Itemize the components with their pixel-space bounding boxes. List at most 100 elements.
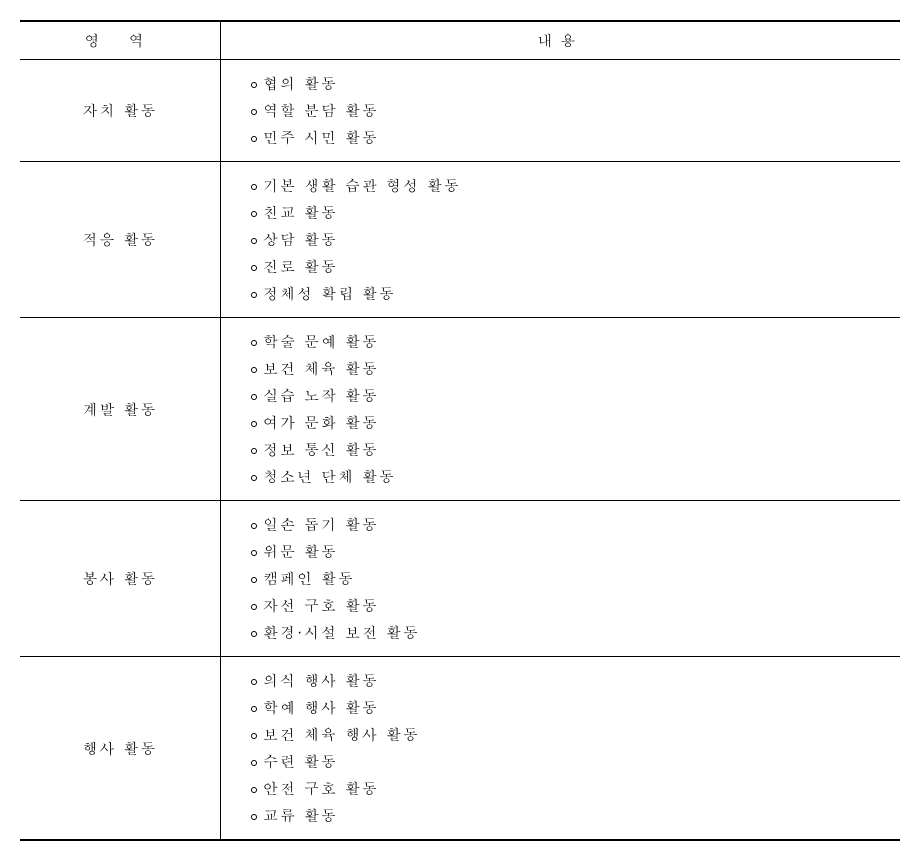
item-list: 일손 돕기 활동위문 활동캠페인 활동자선 구호 활동환경·시설 보전 활동 — [251, 511, 900, 646]
list-item: 일손 돕기 활동 — [251, 511, 900, 538]
bullet-icon — [251, 238, 257, 244]
item-list: 협의 활동역할 분담 활동민주 시민 활동 — [251, 70, 900, 151]
list-item: 의식 행사 활동 — [251, 667, 900, 694]
list-item-label: 협의 활동 — [263, 73, 338, 94]
table-row: 적응 활동기본 생활 습관 형성 활동친교 활동상담 활동진로 활동정체성 확립… — [20, 162, 900, 318]
list-item: 정체성 확립 활동 — [251, 280, 900, 307]
bullet-icon — [251, 631, 257, 637]
list-item-label: 청소년 단체 활동 — [263, 466, 396, 487]
list-item-label: 정보 통신 활동 — [263, 439, 379, 460]
list-item-label: 학술 문예 활동 — [263, 331, 379, 352]
bullet-icon — [251, 604, 257, 610]
area-cell: 적응 활동 — [20, 162, 221, 318]
item-list: 학술 문예 활동보건 체육 활동실습 노작 활동여가 문화 활동정보 통신 활동… — [251, 328, 900, 490]
list-item-label: 위문 활동 — [263, 541, 338, 562]
bullet-icon — [251, 448, 257, 454]
bullet-icon — [251, 523, 257, 529]
area-cell: 봉사 활동 — [20, 501, 221, 657]
bullet-icon — [251, 814, 257, 820]
area-cell: 자치 활동 — [20, 60, 221, 162]
list-item-label: 보건 체육 행사 활동 — [263, 724, 420, 745]
bullet-icon — [251, 367, 257, 373]
list-item-label: 자선 구호 활동 — [263, 595, 379, 616]
list-item: 친교 활동 — [251, 199, 900, 226]
list-item-label: 여가 문화 활동 — [263, 412, 379, 433]
bullet-icon — [251, 292, 257, 298]
list-item-label: 캠페인 활동 — [263, 568, 355, 589]
activity-table: 영 역 내용 자치 활동협의 활동역할 분담 활동민주 시민 활동적응 활동기본… — [20, 20, 900, 841]
header-content: 내용 — [221, 21, 901, 60]
table-row: 계발 활동학술 문예 활동보건 체육 활동실습 노작 활동여가 문화 활동정보 … — [20, 318, 900, 501]
list-item-label: 수련 활동 — [263, 751, 338, 772]
list-item-label: 학예 행사 활동 — [263, 697, 379, 718]
area-cell: 계발 활동 — [20, 318, 221, 501]
table-row: 행사 활동의식 행사 활동학예 행사 활동보건 체육 행사 활동수련 활동안전 … — [20, 657, 900, 841]
list-item: 진로 활동 — [251, 253, 900, 280]
list-item: 보건 체육 활동 — [251, 355, 900, 382]
content-cell: 기본 생활 습관 형성 활동친교 활동상담 활동진로 활동정체성 확립 활동 — [221, 162, 901, 318]
list-item: 정보 통신 활동 — [251, 436, 900, 463]
list-item: 자선 구호 활동 — [251, 592, 900, 619]
list-item-label: 기본 생활 습관 형성 활동 — [263, 175, 461, 196]
table-body: 자치 활동협의 활동역할 분담 활동민주 시민 활동적응 활동기본 생활 습관 … — [20, 60, 900, 841]
header-row: 영 역 내용 — [20, 21, 900, 60]
list-item-label: 환경·시설 보전 활동 — [263, 622, 420, 643]
list-item: 여가 문화 활동 — [251, 409, 900, 436]
list-item: 상담 활동 — [251, 226, 900, 253]
list-item-label: 안전 구호 활동 — [263, 778, 379, 799]
header-area: 영 역 — [20, 21, 221, 60]
list-item: 위문 활동 — [251, 538, 900, 565]
bullet-icon — [251, 184, 257, 190]
list-item: 수련 활동 — [251, 748, 900, 775]
bullet-icon — [251, 577, 257, 583]
list-item: 협의 활동 — [251, 70, 900, 97]
list-item: 학술 문예 활동 — [251, 328, 900, 355]
list-item-label: 교류 활동 — [263, 805, 338, 826]
bullet-icon — [251, 679, 257, 685]
bullet-icon — [251, 787, 257, 793]
content-cell: 의식 행사 활동학예 행사 활동보건 체육 행사 활동수련 활동안전 구호 활동… — [221, 657, 901, 841]
bullet-icon — [251, 340, 257, 346]
list-item-label: 친교 활동 — [263, 202, 338, 223]
list-item: 캠페인 활동 — [251, 565, 900, 592]
bullet-icon — [251, 475, 257, 481]
bullet-icon — [251, 760, 257, 766]
area-cell: 행사 활동 — [20, 657, 221, 841]
list-item: 기본 생활 습관 형성 활동 — [251, 172, 900, 199]
bullet-icon — [251, 265, 257, 271]
bullet-icon — [251, 109, 257, 115]
list-item-label: 일손 돕기 활동 — [263, 514, 379, 535]
content-cell: 학술 문예 활동보건 체육 활동실습 노작 활동여가 문화 활동정보 통신 활동… — [221, 318, 901, 501]
bullet-icon — [251, 136, 257, 142]
list-item: 교류 활동 — [251, 802, 900, 829]
list-item-label: 보건 체육 활동 — [263, 358, 379, 379]
item-list: 기본 생활 습관 형성 활동친교 활동상담 활동진로 활동정체성 확립 활동 — [251, 172, 900, 307]
table-row: 봉사 활동일손 돕기 활동위문 활동캠페인 활동자선 구호 활동환경·시설 보전… — [20, 501, 900, 657]
list-item-label: 진로 활동 — [263, 256, 338, 277]
list-item: 안전 구호 활동 — [251, 775, 900, 802]
list-item-label: 의식 행사 활동 — [263, 670, 379, 691]
table-row: 자치 활동 협의 활동역할 분담 활동민주 시민 활동 — [20, 60, 900, 162]
item-list: 의식 행사 활동학예 행사 활동보건 체육 행사 활동수련 활동안전 구호 활동… — [251, 667, 900, 829]
list-item: 보건 체육 행사 활동 — [251, 721, 900, 748]
bullet-icon — [251, 211, 257, 217]
list-item-label: 실습 노작 활동 — [263, 385, 379, 406]
bullet-icon — [251, 394, 257, 400]
list-item: 역할 분담 활동 — [251, 97, 900, 124]
list-item: 환경·시설 보전 활동 — [251, 619, 900, 646]
activity-table-wrapper: 영 역 내용 자치 활동협의 활동역할 분담 활동민주 시민 활동적응 활동기본… — [20, 20, 900, 841]
list-item-label: 정체성 확립 활동 — [263, 283, 396, 304]
content-cell: 협의 활동역할 분담 활동민주 시민 활동 — [221, 60, 901, 162]
bullet-icon — [251, 82, 257, 88]
content-cell: 일손 돕기 활동위문 활동캠페인 활동자선 구호 활동환경·시설 보전 활동 — [221, 501, 901, 657]
list-item-label: 역할 분담 활동 — [263, 100, 379, 121]
bullet-icon — [251, 550, 257, 556]
bullet-icon — [251, 421, 257, 427]
list-item: 민주 시민 활동 — [251, 124, 900, 151]
list-item: 학예 행사 활동 — [251, 694, 900, 721]
list-item: 실습 노작 활동 — [251, 382, 900, 409]
list-item-label: 민주 시민 활동 — [263, 127, 379, 148]
bullet-icon — [251, 706, 257, 712]
list-item-label: 상담 활동 — [263, 229, 338, 250]
list-item: 청소년 단체 활동 — [251, 463, 900, 490]
